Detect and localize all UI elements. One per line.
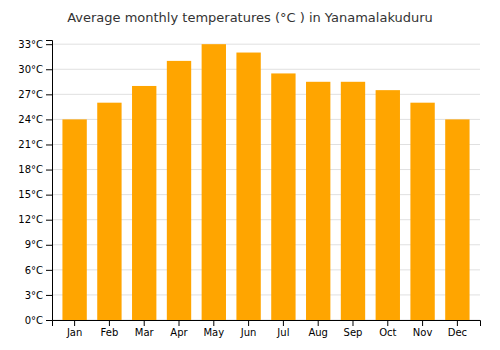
bar <box>376 90 400 320</box>
y-tick: 3°C <box>25 290 52 301</box>
x-tick-mark <box>213 320 214 326</box>
x-tick-label: Jun <box>240 327 257 338</box>
x-tick-label: Aug <box>308 327 328 338</box>
bars <box>62 44 469 320</box>
y-tick: 15°C <box>18 189 52 200</box>
y-tick: 24°C <box>18 114 52 125</box>
grid <box>52 44 480 320</box>
y-tick: 27°C <box>18 89 52 100</box>
x-tick-mark <box>109 320 110 326</box>
y-tick-label: 18°C <box>18 164 43 175</box>
y-tick: 33°C <box>18 39 52 50</box>
x-tick-label: Nov <box>413 327 433 338</box>
x-tick: Sep <box>344 320 363 338</box>
title: Average monthly temperatures (°C ) in Ya… <box>67 10 433 25</box>
x-tick-mark <box>422 320 423 326</box>
y-tick: 9°C <box>25 239 52 250</box>
x-tick: Jun <box>240 320 257 338</box>
x-tick-label: May <box>203 327 224 338</box>
x-tick-label: Dec <box>448 327 467 338</box>
plot: 0°C 3°C 6°C 9°C 12°C 15°C 18°C 21°C 24°C 27°C 30°C… <box>18 39 480 338</box>
x-tick: Nov <box>413 320 433 338</box>
x-tick: Dec <box>448 320 467 338</box>
x-tick-mark <box>248 320 249 326</box>
y-tick-label: 27°C <box>18 89 43 100</box>
bar <box>62 119 86 320</box>
bar <box>236 53 260 320</box>
x-tick-mark <box>352 320 353 326</box>
grid-line <box>52 69 480 70</box>
y-tick-label: 6°C <box>25 265 43 276</box>
x-tick: Apr <box>170 320 188 338</box>
bar <box>341 82 365 320</box>
x-tick: Aug <box>308 320 328 338</box>
y-tick-mark <box>46 144 52 145</box>
bar <box>97 103 121 320</box>
y-tick-label: 9°C <box>25 239 43 250</box>
y-tick-mark <box>46 119 52 120</box>
y-tick-label: 24°C <box>18 114 43 125</box>
y-tick: 30°C <box>18 64 52 75</box>
y-tick-mark <box>46 220 52 221</box>
y-tick-mark <box>46 245 52 246</box>
x-tick-mark <box>457 320 458 326</box>
bar <box>306 82 330 320</box>
x-tick: Mar <box>135 320 155 338</box>
y-tick: 18°C <box>18 164 52 175</box>
x-tick-mark <box>283 320 284 326</box>
x-tick: Oct <box>379 320 396 338</box>
axis-line <box>46 41 53 321</box>
y-tick-label: 21°C <box>18 139 43 150</box>
axis-line <box>53 321 481 327</box>
y-tick-label: 33°C <box>18 39 43 50</box>
y-tick-mark <box>46 94 52 95</box>
y-tick-mark <box>46 69 52 70</box>
x-tick-mark <box>74 320 75 326</box>
x-tick-label: Oct <box>379 327 396 338</box>
bar <box>202 44 226 320</box>
y-tick-mark <box>46 270 52 271</box>
x-tick-label: Sep <box>344 327 363 338</box>
bar <box>167 61 191 320</box>
y-axis: 0°C 3°C 6°C 9°C 12°C 15°C 18°C 21°C 24°C 27°C 30°C… <box>18 39 52 326</box>
bar <box>132 86 156 320</box>
bar <box>271 73 295 320</box>
x-tick: Feb <box>101 320 119 338</box>
x-tick-mark <box>144 320 145 326</box>
bar <box>410 103 434 320</box>
y-tick-mark <box>46 195 52 196</box>
y-tick-label: 12°C <box>18 214 43 225</box>
bar <box>445 119 469 320</box>
y-tick-label: 30°C <box>18 64 43 75</box>
x-tick-label: Jan <box>66 327 82 338</box>
x-tick-mark <box>318 320 319 326</box>
y-tick-label: 0°C <box>25 315 43 326</box>
x-tick-mark <box>179 320 180 326</box>
y-tick-mark <box>46 295 52 296</box>
y-tick: 12°C <box>18 214 52 225</box>
x-tick-mark <box>387 320 388 326</box>
x-tick: Jul <box>276 320 289 338</box>
x-axis: Jan Feb Mar Apr May Jun Jul Aug Sep Oct Nov Dec <box>53 320 481 338</box>
y-tick-mark <box>46 320 52 321</box>
grid-line <box>52 94 480 95</box>
x-tick-label: Feb <box>101 327 119 338</box>
chart: Average monthly temperatures (°C ) in Ya… <box>0 0 500 350</box>
x-tick: Jan <box>66 320 82 338</box>
y-tick-mark <box>46 44 52 45</box>
x-tick-label: Mar <box>135 327 155 338</box>
y-tick-label: 15°C <box>18 189 43 200</box>
y-tick: 0°C <box>25 315 52 326</box>
y-tick-label: 3°C <box>25 290 43 301</box>
y-tick: 6°C <box>25 265 52 276</box>
x-tick-label: Jul <box>276 327 289 338</box>
grid-line <box>52 44 480 45</box>
y-tick: 21°C <box>18 139 52 150</box>
y-tick-mark <box>46 170 52 171</box>
x-tick: May <box>203 320 224 338</box>
x-tick-label: Apr <box>170 327 188 338</box>
